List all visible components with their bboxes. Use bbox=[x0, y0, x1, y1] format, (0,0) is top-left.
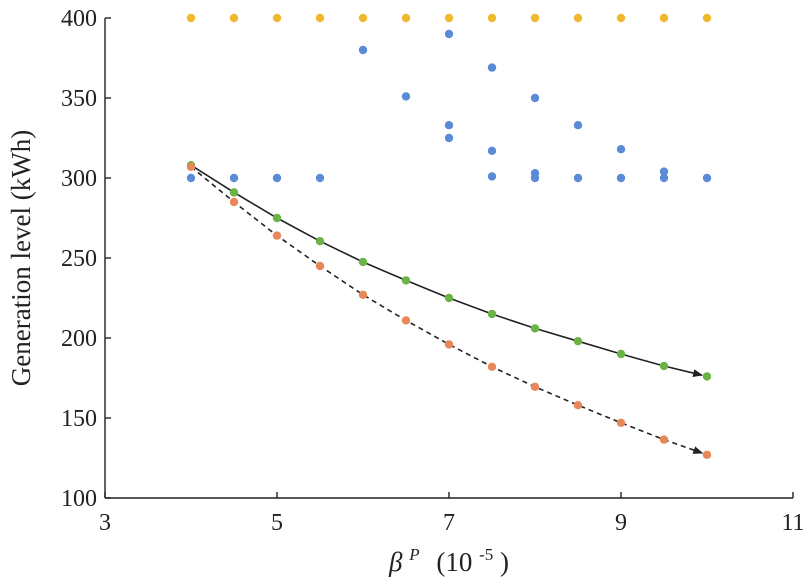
series-2-point bbox=[616, 173, 626, 183]
series-3-point bbox=[487, 309, 497, 319]
series-3-point bbox=[358, 257, 368, 267]
series-points bbox=[186, 13, 712, 459]
series-4-point bbox=[229, 197, 239, 207]
series-3-point bbox=[530, 324, 540, 333]
y-tick-label: 100 bbox=[61, 486, 97, 512]
series-2-point bbox=[487, 172, 497, 181]
series-1-point bbox=[315, 13, 325, 23]
series-3-point bbox=[702, 372, 712, 381]
series-3-point bbox=[444, 293, 454, 303]
series-2-point bbox=[530, 93, 540, 103]
series-2-point bbox=[616, 145, 626, 154]
series-1-point bbox=[530, 13, 540, 23]
x-axis-symbol: β bbox=[388, 547, 403, 577]
series-2-point bbox=[702, 173, 712, 183]
x-tick-label: 3 bbox=[99, 510, 111, 536]
series-4-point bbox=[401, 316, 411, 325]
series-3-point bbox=[272, 213, 282, 223]
series-3-point bbox=[573, 337, 583, 346]
axes bbox=[104, 18, 793, 499]
x-axis-title: β P (10 -5 ) bbox=[388, 536, 509, 577]
series-4-point bbox=[702, 450, 712, 459]
series-2-point bbox=[573, 173, 583, 183]
x-tick-label: 9 bbox=[615, 510, 627, 536]
series-2-point bbox=[401, 92, 411, 101]
series-4-point bbox=[186, 162, 196, 171]
series-1-point bbox=[401, 13, 411, 23]
series-1-point bbox=[659, 13, 669, 23]
ticks bbox=[104, 17, 794, 499]
series-1-point bbox=[573, 13, 583, 23]
y-tick-label: 200 bbox=[61, 326, 97, 352]
series-1-point bbox=[358, 13, 368, 23]
series-4-point bbox=[272, 231, 282, 240]
series-2-point bbox=[444, 121, 454, 130]
series-2-point bbox=[659, 167, 669, 176]
series-2-point bbox=[358, 45, 368, 55]
series-4-point bbox=[573, 401, 583, 410]
series-4-point bbox=[444, 340, 454, 349]
series-2-point bbox=[487, 146, 497, 155]
series-4-point bbox=[616, 418, 626, 427]
series-1-point bbox=[186, 13, 196, 23]
series-4-point bbox=[530, 382, 540, 391]
x-tick-label: 7 bbox=[443, 510, 455, 536]
tick-labels: 100 150 200 250 300 350 400 3 5 7 9 11 bbox=[61, 6, 805, 536]
series-3-point bbox=[659, 361, 669, 371]
series-2-point bbox=[659, 173, 669, 183]
y-tick-label: 250 bbox=[61, 246, 97, 272]
y-tick-label: 150 bbox=[61, 406, 97, 432]
series-2-point bbox=[530, 173, 540, 183]
series-2-point bbox=[272, 173, 282, 183]
series-3-point bbox=[229, 188, 239, 197]
series-4-point bbox=[487, 362, 497, 371]
series-3-point bbox=[616, 349, 626, 359]
series-1-point bbox=[616, 13, 626, 23]
series-2-point bbox=[444, 29, 454, 39]
series-2-point bbox=[315, 173, 325, 183]
y-axis-title: Generation level (kWh) bbox=[6, 130, 36, 386]
series-3-point bbox=[401, 276, 411, 285]
y-tick-label: 350 bbox=[61, 86, 97, 112]
series-2-point bbox=[573, 121, 583, 130]
series-4-point bbox=[315, 261, 325, 271]
series-2-point bbox=[229, 173, 239, 183]
series-1-point bbox=[444, 13, 454, 23]
series-lines bbox=[190, 164, 704, 454]
series-2-point bbox=[487, 63, 497, 72]
x-axis-units-exponent: -5 bbox=[479, 545, 493, 564]
x-tick-label: 5 bbox=[271, 510, 283, 536]
dashed-trend-line bbox=[190, 166, 704, 454]
series-2-point bbox=[444, 133, 454, 143]
series-1-point bbox=[702, 13, 712, 23]
series-4-point bbox=[358, 290, 368, 299]
y-tick-label: 300 bbox=[61, 166, 97, 192]
x-axis-superscript: P bbox=[408, 545, 419, 564]
series-1-point bbox=[272, 13, 282, 23]
series-2-point bbox=[186, 173, 196, 183]
series-1-point bbox=[229, 13, 239, 23]
series-1-point bbox=[487, 13, 497, 23]
x-tick-label: 11 bbox=[781, 510, 804, 536]
x-axis-units: (10 bbox=[436, 547, 472, 577]
series-4-point bbox=[659, 435, 669, 444]
y-tick-label: 400 bbox=[61, 6, 97, 32]
series-3-point bbox=[315, 237, 325, 246]
x-axis-units-close: ) bbox=[500, 547, 509, 577]
